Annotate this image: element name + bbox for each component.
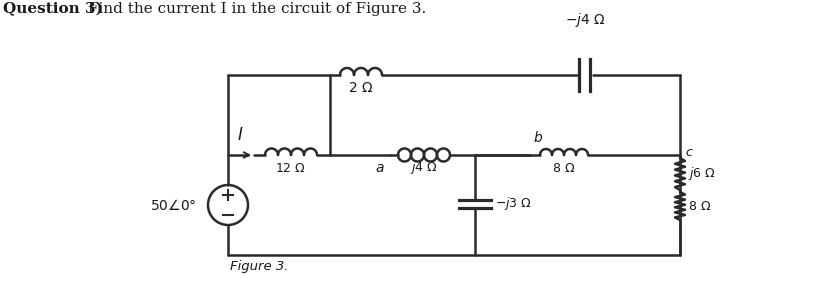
Text: $b$: $b$ [533,130,543,144]
Text: $j6\ \Omega$: $j6\ \Omega$ [688,166,716,183]
Text: $I$: $I$ [237,126,243,144]
Text: $c$: $c$ [685,146,694,159]
Text: Find the current I in the circuit of Figure 3.: Find the current I in the circuit of Fig… [83,2,427,16]
Text: $2\ \Omega$: $2\ \Omega$ [349,81,374,95]
Text: $8\ \Omega$: $8\ \Omega$ [688,200,711,212]
Text: Figure 3.: Figure 3. [230,260,289,273]
Text: $-j4\ \Omega$: $-j4\ \Omega$ [564,11,605,29]
Text: $50\angle 0°$: $50\angle 0°$ [149,197,196,212]
Text: $a$: $a$ [375,161,385,175]
Text: $12\ \Omega$: $12\ \Omega$ [276,161,306,175]
Text: $j4\ \Omega$: $j4\ \Omega$ [410,159,438,176]
Text: Question 3): Question 3) [3,2,103,16]
Text: $8\ \Omega$: $8\ \Omega$ [553,161,575,175]
Text: $-j3\ \Omega$: $-j3\ \Omega$ [495,195,532,212]
